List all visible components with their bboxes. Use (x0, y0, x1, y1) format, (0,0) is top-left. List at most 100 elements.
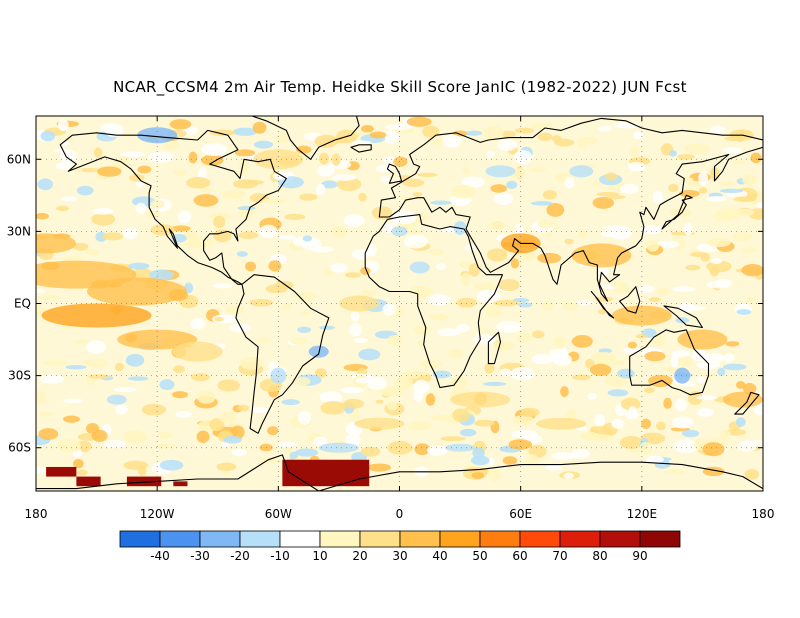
skill-patch (514, 127, 535, 134)
skill-patch (54, 148, 68, 153)
skill-patch (607, 389, 629, 397)
skill-patch (137, 165, 152, 174)
skill-patch (351, 140, 372, 145)
skill-patch (212, 283, 233, 289)
skill-patch (498, 278, 520, 292)
skill-patch (537, 219, 554, 229)
colorbar-swatch (359, 530, 401, 548)
skill-patch (458, 197, 472, 203)
colorbar-label: 20 (352, 549, 367, 563)
skill-patch (367, 243, 377, 257)
skill-patch (609, 360, 626, 366)
skill-patch (691, 352, 709, 362)
skill-patch (576, 300, 593, 305)
skill-patch (36, 466, 46, 474)
skill-patch (43, 359, 67, 366)
skill-patch (554, 138, 575, 147)
skill-patch (594, 413, 606, 427)
colorbar-swatch (199, 530, 241, 548)
skill-patch (510, 366, 535, 381)
skill-patch (375, 399, 384, 404)
skill-patch (451, 376, 467, 390)
skill-patch (644, 351, 666, 362)
colorbar-label: 90 (632, 549, 647, 563)
skill-patch (55, 161, 73, 170)
coastline-japan (661, 194, 693, 230)
skill-patch (462, 167, 471, 174)
skill-patch (435, 263, 447, 271)
skill-patch (255, 338, 271, 343)
skill-patch (330, 226, 348, 238)
skill-patch (627, 341, 638, 349)
skill-patch (61, 196, 78, 202)
skill-patch (668, 183, 679, 193)
skill-patch (36, 288, 46, 294)
skill-patch (102, 440, 126, 448)
colorbar-label: 50 (472, 549, 487, 563)
skill-patch (300, 310, 311, 316)
skill-patch (473, 282, 497, 291)
skill-patch (430, 415, 454, 421)
colorbar: -40 -30 -20 -10 10 20 30 40 50 60 70 80 90 (119, 530, 681, 563)
skill-patch (281, 399, 300, 406)
skill-patch (678, 189, 700, 198)
axis-ticks: 60N 30N EQ 30S 60S 180 120W 60W 0 60E 120E 180 (7, 116, 774, 521)
colorbar-swatch (559, 530, 601, 548)
skill-patch (722, 391, 763, 408)
skill-patch (512, 415, 534, 425)
coastline-greenland (251, 116, 360, 160)
skill-patch (36, 233, 77, 254)
skill-patch (56, 439, 82, 453)
skill-patch (571, 334, 593, 348)
skill-patch (393, 210, 417, 225)
skill-patch (386, 400, 398, 411)
skill-patch (321, 180, 338, 189)
skill-patch (402, 371, 429, 377)
skill-patch (493, 192, 514, 206)
skill-patch (83, 358, 109, 368)
skill-patch (123, 460, 149, 471)
skill-patch-high (173, 481, 188, 487)
skill-patch (331, 174, 357, 181)
skill-patch (473, 333, 497, 345)
skill-patch (290, 337, 307, 345)
skill-patch (674, 367, 691, 384)
skill-patch (225, 305, 245, 315)
skill-patch (735, 417, 746, 427)
skill-patch (681, 305, 707, 311)
skill-patch (461, 272, 471, 286)
skill-patch (318, 442, 359, 453)
colorbar-label: -20 (230, 549, 250, 563)
skill-patch (709, 266, 720, 277)
skill-patch (744, 469, 759, 480)
skill-patch (537, 252, 562, 264)
skill-patch (587, 393, 597, 400)
skill-patch (183, 230, 198, 242)
skill-patch (214, 316, 224, 322)
skill-patch (219, 412, 237, 424)
skill-patch (501, 130, 516, 138)
skill-patch (672, 286, 696, 292)
skill-patch (175, 410, 192, 418)
skill-patch (231, 449, 248, 456)
skill-patch (293, 292, 317, 301)
skill-patch (428, 248, 444, 256)
skill-patch (698, 171, 709, 185)
skill-patch (196, 430, 210, 443)
coastline-iceland (350, 144, 372, 153)
skill-patch (402, 229, 424, 235)
skill-patch (537, 132, 553, 141)
skill-patch (196, 390, 216, 404)
skill-patch (331, 153, 341, 166)
skill-patch (265, 284, 288, 294)
lat-lon-grid (36, 116, 763, 491)
skill-patch (705, 372, 717, 377)
skill-patch (416, 340, 427, 346)
skill-patch (72, 242, 89, 251)
skill-patch (237, 206, 256, 211)
colorbar-label: 40 (432, 549, 447, 563)
skill-patch (677, 329, 728, 350)
coastline-new-zealand (734, 391, 760, 415)
skill-patch (440, 436, 466, 442)
skill-patch (344, 272, 361, 278)
